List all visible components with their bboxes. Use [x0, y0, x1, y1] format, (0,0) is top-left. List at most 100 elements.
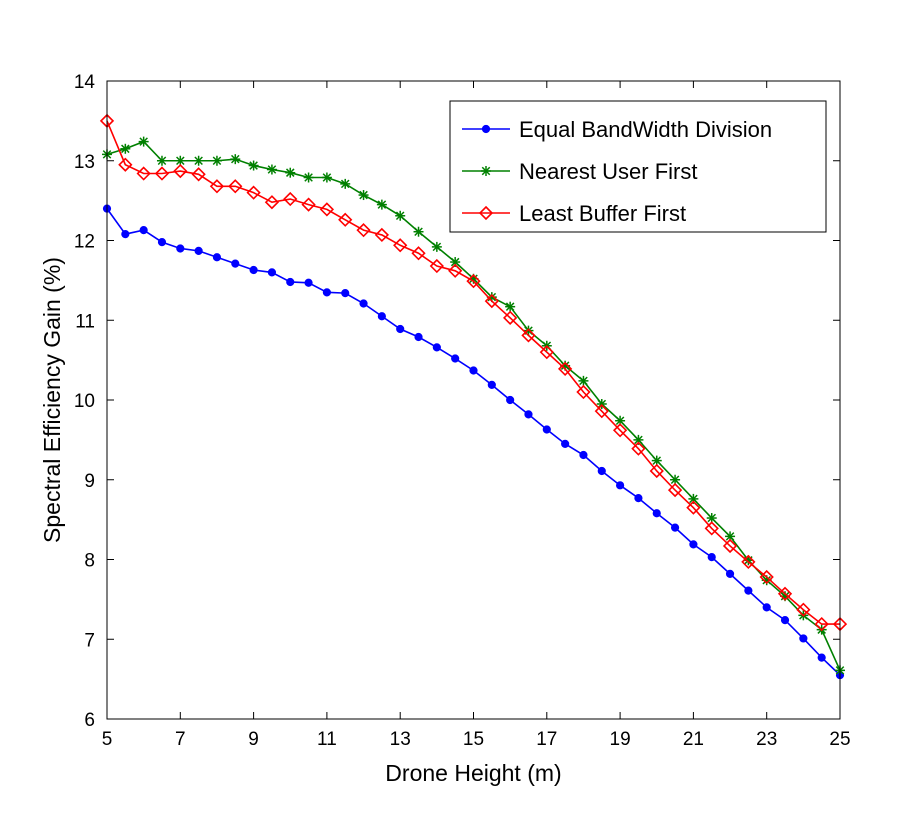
data-point — [319, 202, 335, 217]
data-point — [521, 328, 536, 343]
data-point — [413, 226, 424, 237]
data-point — [539, 345, 554, 360]
data-point — [154, 166, 170, 181]
x-tick-label: 25 — [829, 729, 850, 750]
data-point — [264, 195, 280, 210]
data-point — [817, 653, 826, 662]
data-point — [707, 553, 716, 562]
data-point — [230, 154, 241, 165]
legend-label: Equal BandWidth Division — [519, 117, 772, 142]
data-point — [193, 155, 204, 166]
data-point — [725, 569, 735, 578]
x-tick-label: 9 — [248, 729, 259, 750]
x-tick-label: 11 — [317, 729, 337, 750]
data-point — [156, 155, 167, 166]
legend-marker — [478, 205, 494, 221]
data-point — [814, 616, 829, 632]
data-point — [469, 366, 478, 375]
data-point — [561, 439, 570, 448]
data-point — [395, 210, 406, 221]
data-point — [722, 538, 738, 554]
data-point — [322, 288, 331, 297]
data-point — [249, 265, 258, 275]
series-2 — [102, 136, 845, 676]
data-point — [777, 586, 793, 601]
data-point — [744, 586, 753, 595]
data-point — [286, 277, 295, 287]
data-point — [616, 481, 625, 490]
x-tick-label: 5 — [102, 729, 113, 750]
data-point — [267, 268, 277, 277]
data-point — [285, 167, 296, 178]
data-point — [121, 230, 130, 239]
data-point — [634, 493, 643, 503]
data-point — [176, 244, 185, 253]
data-point — [759, 569, 774, 585]
legend-marker — [481, 124, 491, 134]
data-point — [376, 199, 387, 210]
x-tick-label: 23 — [756, 729, 777, 750]
data-point — [597, 466, 606, 476]
data-point — [374, 227, 390, 243]
data-point — [503, 310, 518, 325]
data-point — [524, 410, 533, 419]
legend: Equal BandWidth Division Nearest User Fir… — [449, 100, 827, 233]
data-point — [686, 500, 701, 515]
data-point — [523, 325, 534, 336]
data-point — [578, 375, 589, 386]
data-point — [431, 241, 442, 252]
data-point — [136, 166, 151, 181]
y-tick-label: 9 — [84, 471, 95, 492]
data-point — [303, 172, 314, 183]
y-tick-label: 14 — [74, 72, 96, 93]
series-3 — [99, 113, 848, 632]
data-point — [340, 178, 351, 189]
data-point — [248, 160, 259, 171]
legend-label: Nearest User First — [519, 159, 697, 184]
data-point — [649, 463, 664, 479]
y-tick-label: 11 — [75, 311, 95, 332]
y-tick-label: 6 — [84, 710, 95, 731]
data-point — [194, 246, 203, 255]
data-point — [505, 301, 516, 312]
data-point — [780, 616, 790, 625]
data-point — [139, 226, 148, 235]
data-point — [359, 299, 368, 308]
data-point — [762, 603, 771, 612]
data-point — [266, 164, 277, 175]
legend-item: Least Buffer First — [462, 201, 686, 226]
data-point — [246, 185, 261, 200]
data-point — [173, 163, 188, 179]
data-point — [118, 157, 133, 172]
series-layer — [99, 113, 848, 680]
data-point — [594, 404, 609, 419]
x-tick-label: 7 — [175, 729, 186, 750]
data-point — [301, 197, 316, 212]
legend-label: Least Buffer First — [519, 201, 686, 226]
y-tick-label: 10 — [74, 391, 95, 412]
data-point — [704, 521, 719, 536]
y-tick-label: 12 — [74, 232, 95, 253]
x-tick-label: 15 — [463, 729, 484, 750]
data-point — [612, 423, 628, 438]
legend-marker — [481, 166, 491, 176]
data-point — [484, 293, 499, 309]
data-point — [576, 384, 591, 400]
data-point — [228, 179, 243, 194]
x-axis-title: Drone Height (m) — [385, 760, 561, 786]
data-point — [321, 172, 332, 183]
data-point — [120, 143, 131, 154]
y-tick-label: 13 — [74, 152, 95, 173]
data-point — [506, 395, 515, 405]
data-point — [212, 253, 222, 262]
data-point — [557, 361, 573, 377]
data-point — [338, 212, 353, 227]
x-tick-label: 19 — [610, 729, 631, 750]
data-point — [393, 238, 408, 253]
data-point — [799, 634, 808, 643]
data-point — [377, 312, 386, 321]
data-point — [670, 523, 680, 532]
data-point — [741, 554, 756, 570]
data-point — [231, 259, 240, 268]
